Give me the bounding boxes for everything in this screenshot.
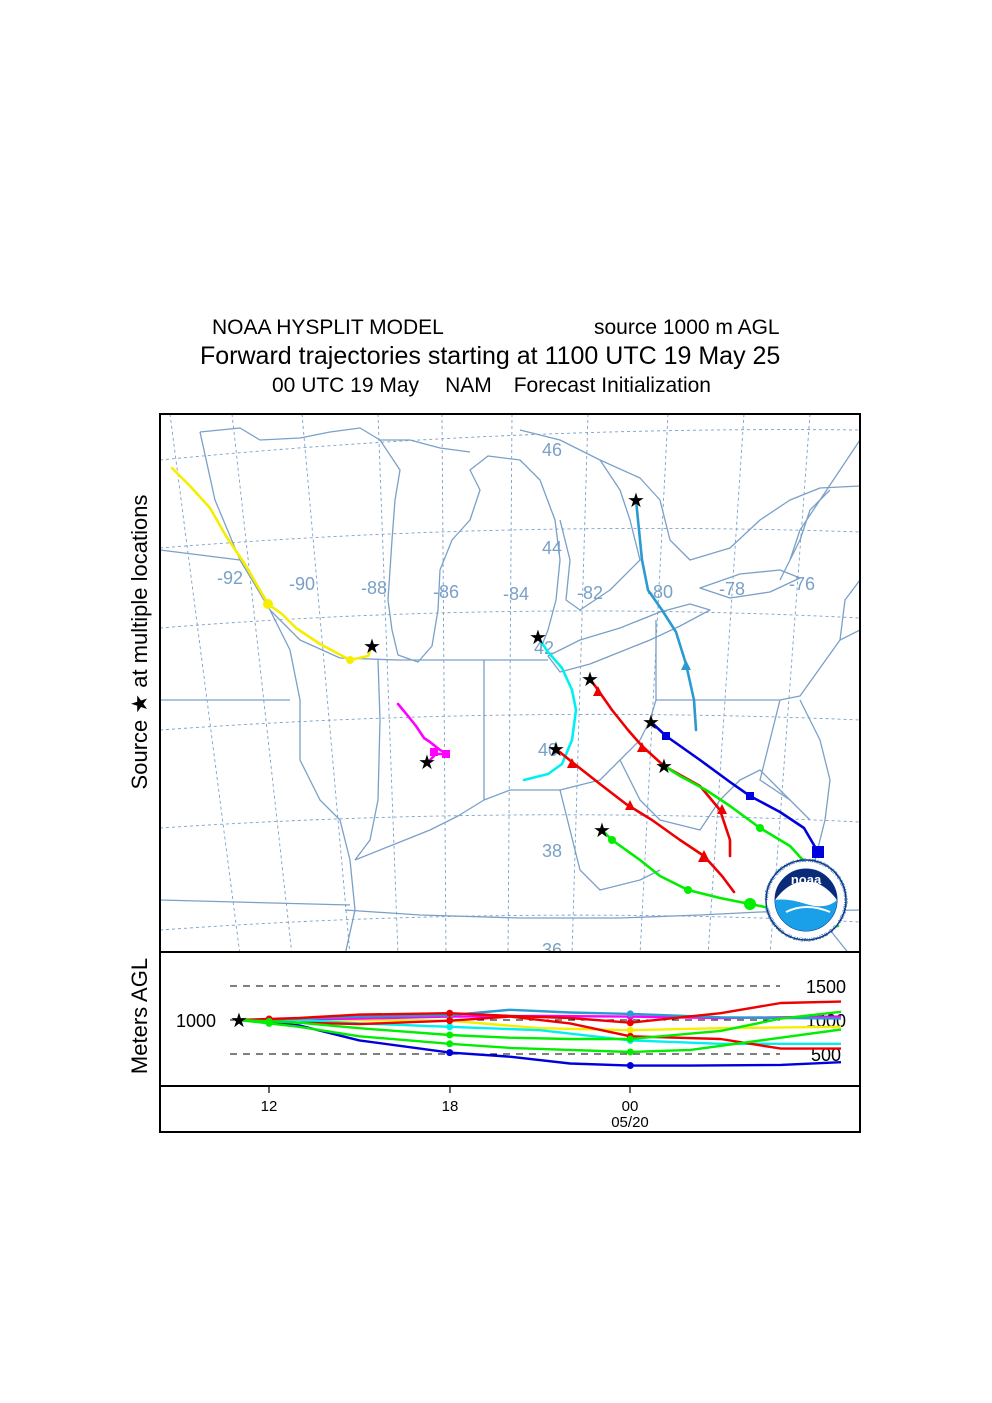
lat-label: 44 [542,538,562,558]
marker-yellow [263,599,273,609]
trajectory-red-1 [588,677,732,858]
height-series [238,1000,842,1070]
init-time: 00 UTC 19 May [272,374,420,397]
height-marker-blue [626,1062,634,1070]
lat-label: 38 [542,841,562,861]
lon-label: -84 [503,584,529,604]
source-star: ★ [547,739,565,761]
height-panel: 1500 1000 500 1000 ★ [176,977,846,1070]
time-frame [159,1085,861,1133]
marker-magenta [442,750,450,758]
noaa-logo: noaa NATIONAL OCEANIC AND ATMOSPHERIC AD… [764,858,848,942]
source-star: ★ [655,756,673,778]
lon-label: -76 [789,574,815,594]
height-marker-red [626,1019,634,1027]
trajectory-blue [649,720,820,854]
lon-label: -90 [289,574,315,594]
height-line-red [238,1015,841,1050]
source-star: ★ [627,490,645,512]
lat-label: 36 [542,940,562,960]
trajectory-magenta [396,702,450,764]
lon-label: -88 [361,578,387,598]
marker-green [608,836,616,844]
logo-text: noaa [791,872,822,887]
height-tick-1500: 1500 [806,977,846,997]
trajectory-red-2 [554,747,736,894]
lon-label: -78 [719,579,745,599]
height-source-star: ★ [230,1010,248,1032]
trajectory-markers [263,599,824,910]
marker-green [684,886,692,894]
marker-blue [662,732,670,740]
date-label: 05/20 [611,1114,649,1131]
source-star: ★ [593,820,611,842]
time-axis: 12 18 00 05/20 [261,1086,649,1131]
height-marker-cyan [446,1023,454,1031]
lat-label: 40 [538,740,558,760]
height-line-blue [238,1018,842,1067]
source-star: ★ [363,636,381,658]
time-tick: 12 [261,1098,278,1115]
plot-title: Forward trajectories starting at 1100 UT… [200,342,781,370]
init-line: 00 UTC 19 May NAM Forecast Initialization [272,374,711,398]
time-tick: 18 [442,1098,459,1115]
source-star: ★ [581,669,599,691]
height-marker-green [626,1035,634,1043]
marker-magenta [430,748,438,756]
source-star: ★ [529,627,547,649]
height-marker-green [265,1019,273,1027]
height-marker-red [446,1017,454,1025]
marker-steelblue [681,660,691,670]
marker-green [744,898,756,910]
height-line-green [238,1010,842,1041]
source-height: source 1000 m AGL [594,316,780,339]
height-marker-green [446,1040,454,1048]
marker-green [756,824,764,832]
lon-label: -86 [433,582,459,602]
height-marker-green [626,1048,634,1056]
marker-blue [746,792,754,800]
source-stars: ★ ★ ★ ★ ★ ★ ★ ★ ★ [363,490,673,842]
height-line-red [238,1000,842,1024]
height-marker-green [446,1031,454,1039]
marker-blue [812,846,824,858]
model-name: NOAA HYSPLIT MODEL [212,316,444,339]
marker-yellow [346,656,354,664]
trajectory-steelblue [634,498,698,732]
map-panel: -92 -90 -88 -86 -84 -82 -80 -78 -76 46 4… [160,414,860,960]
height-marker-blue [446,1049,454,1057]
init-type: Forecast Initialization [513,374,711,397]
init-model: NAM [445,374,492,397]
grid-labels: -92 -90 -88 -86 -84 -82 -80 -78 -76 46 4… [217,440,815,960]
marker-red [625,800,635,810]
map-frame [159,413,861,953]
marker-red [717,804,727,814]
state-borders [160,427,860,952]
source-star: ★ [642,712,660,734]
time-tick: 00 [622,1098,639,1115]
lat-lon-grid [160,414,860,952]
height-marker-yellow [626,1026,634,1034]
lat-label: 46 [542,440,562,460]
height-marker-red [446,1009,454,1017]
height-marker-steelblue [626,1010,634,1018]
height-line-green [238,1018,842,1054]
source-star: ★ [418,752,436,774]
marker-red [567,758,577,768]
lon-label: -82 [577,583,603,603]
trajectory-yellow [170,466,374,662]
lon-label: -92 [217,568,243,588]
trajectory-cyan [522,635,578,782]
marker-red [637,742,647,752]
height-line-cyan [239,1018,841,1045]
marker-red [698,850,710,862]
marker-red [593,686,603,696]
height-tick-left: 1000 [176,1011,216,1031]
trajectories [170,466,840,928]
height-tick-500: 500 [811,1045,841,1065]
